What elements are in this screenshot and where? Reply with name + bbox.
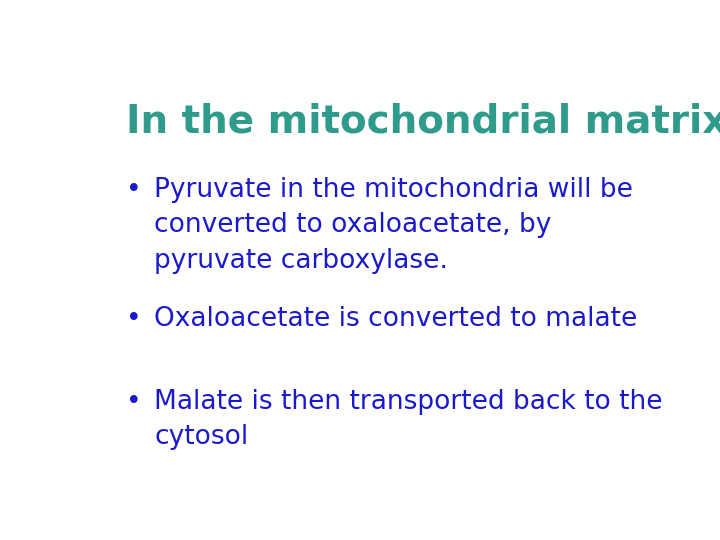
Text: converted to oxaloacetate, by: converted to oxaloacetate, by	[154, 212, 552, 238]
Text: Pyruvate in the mitochondria will be: Pyruvate in the mitochondria will be	[154, 177, 633, 203]
Text: pyruvate carboxylase.: pyruvate carboxylase.	[154, 248, 448, 274]
Text: cytosol: cytosol	[154, 424, 248, 450]
Text: •: •	[126, 389, 142, 415]
Text: In the mitochondrial matrix: In the mitochondrial matrix	[126, 102, 720, 140]
Text: •: •	[126, 306, 142, 332]
Text: •: •	[126, 177, 142, 203]
Text: Oxaloacetate is converted to malate: Oxaloacetate is converted to malate	[154, 306, 637, 332]
Text: Malate is then transported back to the: Malate is then transported back to the	[154, 389, 662, 415]
